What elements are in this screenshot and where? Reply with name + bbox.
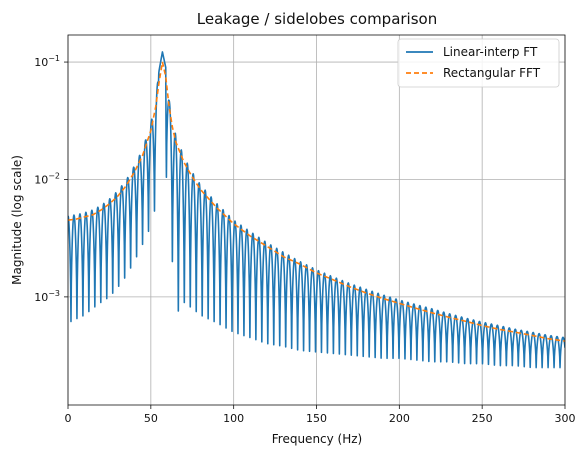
- y-tick-label: 10−3: [34, 289, 60, 304]
- chart-title: Leakage / sidelobes comparison: [197, 10, 437, 28]
- legend: Linear-interp FT Rectangular FFT: [397, 38, 560, 88]
- y-tick-label: 10−2: [34, 171, 60, 186]
- series-rectangular-fft: [68, 61, 565, 342]
- legend-label-linear-interp: Linear-interp FT: [443, 45, 538, 59]
- x-tick-label: 150: [306, 412, 327, 425]
- x-tick-label: 250: [472, 412, 493, 425]
- plot: [68, 51, 565, 369]
- x-tick-label: 100: [223, 412, 244, 425]
- y-tick-label: 10−1: [34, 54, 60, 69]
- x-axis-ticks: 0 50 100 150 200 250 300: [65, 405, 576, 425]
- y-axis-ticks: 10−3 10−2 10−1: [34, 54, 68, 304]
- legend-label-rectangular: Rectangular FFT: [443, 66, 541, 80]
- x-tick-label: 50: [144, 412, 158, 425]
- x-tick-label: 300: [555, 412, 576, 425]
- legend-box: [397, 38, 560, 88]
- series-linear-interp-ft: [68, 51, 565, 369]
- x-tick-label: 200: [389, 412, 410, 425]
- plot-series-group: [68, 51, 565, 369]
- x-tick-label: 0: [65, 412, 72, 425]
- y-axis-label: Magnitude (log scale): [10, 155, 24, 285]
- x-axis-label: Frequency (Hz): [272, 432, 363, 446]
